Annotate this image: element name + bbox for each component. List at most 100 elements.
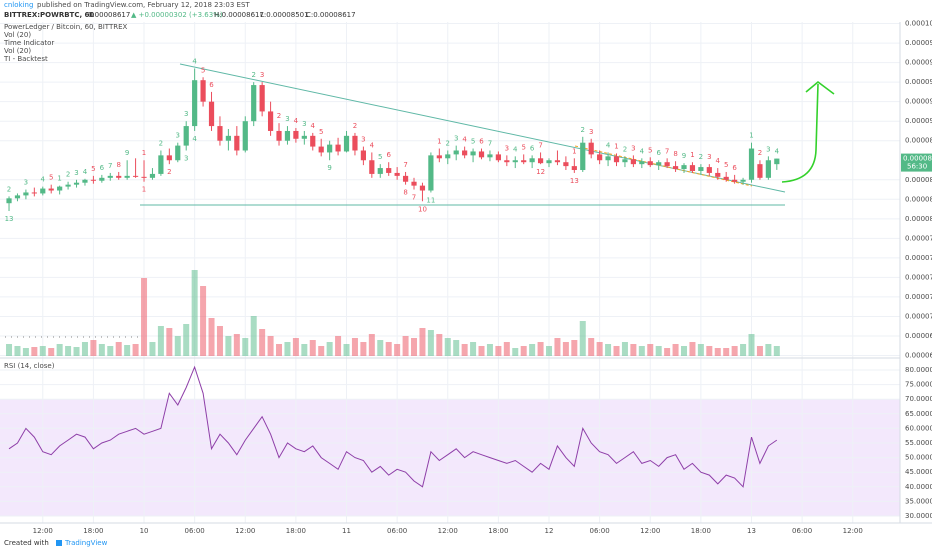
y-tick-label: 0.00008000 <box>905 215 932 223</box>
volume-bar <box>368 334 375 356</box>
candle-body <box>470 151 476 156</box>
candle-body <box>192 80 198 127</box>
count-label: 4 <box>41 176 46 184</box>
volume-bar <box>655 346 662 356</box>
volume-bar <box>402 336 409 356</box>
count-label: 5 <box>648 146 652 154</box>
volume-bar <box>529 344 536 356</box>
volume-bar <box>56 344 63 356</box>
candle-body <box>99 177 105 181</box>
count-label: 12 <box>536 168 545 176</box>
candle-body <box>208 101 215 127</box>
candle-body <box>73 182 80 185</box>
volume-bar <box>411 338 418 356</box>
candle-body <box>149 173 156 178</box>
labels: cnloking published on TradingView.com, F… <box>3 1 932 547</box>
count-label: 3 <box>454 135 458 143</box>
volume-bar <box>351 338 358 356</box>
volume-bar <box>748 334 755 356</box>
volume-bar <box>546 346 553 356</box>
count-label: 1 <box>142 149 146 157</box>
volume-bar <box>250 316 257 356</box>
count-label: 1 <box>57 175 61 183</box>
volume-bar <box>200 286 207 356</box>
candle-body <box>698 167 704 171</box>
brand: TradingView <box>64 539 108 547</box>
candle-body <box>141 176 147 178</box>
rsi-line <box>8 365 778 488</box>
volume-bar <box>242 338 249 356</box>
candle-body <box>57 186 63 191</box>
volume-bar <box>183 324 190 356</box>
candle-body <box>284 130 291 141</box>
count-label: 7 <box>403 161 407 169</box>
volume-bar <box>174 336 181 356</box>
y-tick-label: 0.00007200 <box>905 293 932 301</box>
candle-body <box>327 144 333 153</box>
volume-bar <box>470 342 477 356</box>
count-label: 8 <box>116 161 120 169</box>
x-tick-label: 12:00 <box>235 527 255 535</box>
candle-body <box>267 111 274 131</box>
count-label: 7 <box>412 194 416 202</box>
volume-bar <box>495 346 502 356</box>
change: ▲ +0.00000302 (+3.63%) <box>131 11 223 19</box>
count-label: 9 <box>125 149 129 157</box>
x-tick-label: 11 <box>342 527 351 535</box>
x-tick-label: 18:00 <box>83 527 103 535</box>
candle-body <box>310 135 316 147</box>
y-tick-label: 0.00007400 <box>905 273 932 281</box>
volume-bar <box>259 329 266 356</box>
candle-body <box>580 142 586 171</box>
count-label: 13 <box>5 215 14 223</box>
x-tick-label: 12 <box>545 527 554 535</box>
volume-bar <box>613 346 620 356</box>
high: H:0.00008617 <box>214 11 264 19</box>
volume-bar <box>723 348 730 356</box>
legend-title: PowerLedger / Bitcoin, 60, BITTREX <box>4 23 128 31</box>
volume-bar <box>166 328 173 356</box>
count-label: 4 <box>716 157 721 165</box>
volume-bar <box>630 344 637 356</box>
marks <box>6 68 932 488</box>
y-tick-label: 45.0000 <box>905 468 932 476</box>
count-label: 5 <box>471 138 475 146</box>
volume-bar <box>681 346 688 356</box>
volume-bar <box>233 334 240 356</box>
count-label: 3 <box>184 110 188 118</box>
candle-body <box>765 160 771 178</box>
count-label: 7 <box>488 139 492 147</box>
volume-bar <box>149 342 156 356</box>
candle-body <box>613 156 620 163</box>
volume-bar <box>478 346 485 356</box>
volume-bar <box>14 346 21 356</box>
count-label: 5 <box>201 66 205 74</box>
count-label: 4 <box>192 135 197 143</box>
volume-bar <box>225 336 232 356</box>
volume-bar <box>621 342 628 356</box>
volume-bar <box>39 346 46 356</box>
candle-body <box>225 135 231 141</box>
candle-body <box>343 135 350 152</box>
price-tag <box>901 153 932 172</box>
volume-bar <box>436 334 443 356</box>
count-label: 2 <box>251 71 255 79</box>
volume-bar <box>537 342 544 356</box>
x-tick-label: 06:00 <box>792 527 812 535</box>
candle-body <box>234 135 240 151</box>
count-label: 10 <box>418 205 427 213</box>
candle-body <box>563 162 569 167</box>
count-label: 2 <box>758 149 762 157</box>
count-label: 5 <box>91 165 95 173</box>
volume-bar <box>191 270 198 356</box>
volume-bar <box>335 336 342 356</box>
count-label: 4 <box>83 168 88 176</box>
count-label: 4 <box>192 57 197 65</box>
candle-body <box>588 142 594 155</box>
volume-bar <box>284 342 291 356</box>
count-label: 2 <box>353 122 357 130</box>
volume-bar <box>309 340 316 356</box>
candle-body <box>318 146 324 153</box>
count-label: 6 <box>479 138 484 146</box>
